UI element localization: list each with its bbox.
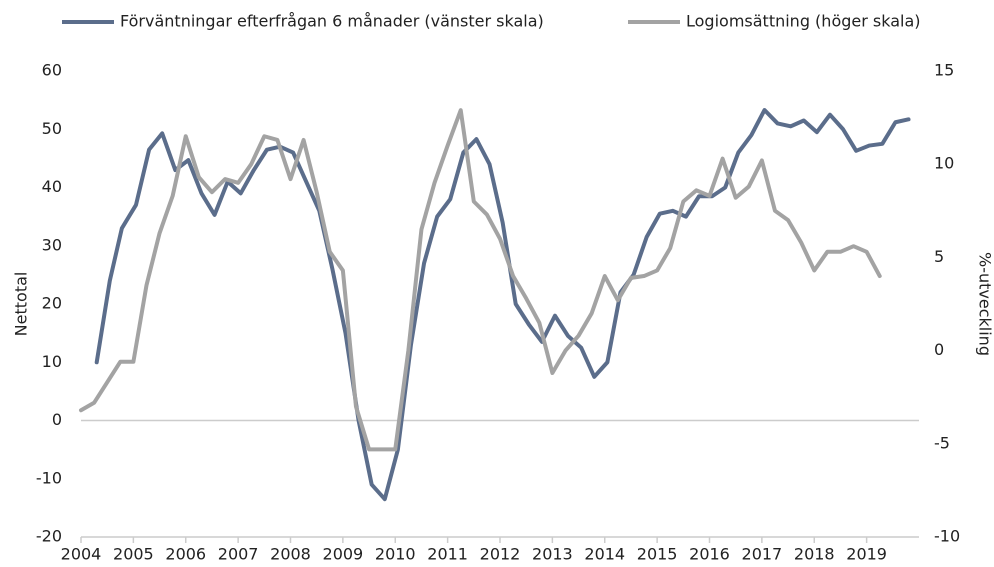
legend-label: Förväntningar efterfrågan 6 månader (vän…	[120, 12, 544, 31]
y2-tick-label: -10	[934, 527, 960, 546]
y-tick-label: -20	[36, 527, 62, 546]
x-tick-label: 2013	[532, 545, 573, 564]
y2-tick-label: 0	[934, 340, 944, 359]
x-tick-label: 2009	[323, 545, 364, 564]
y2-tick-label: 10	[934, 154, 954, 173]
y-tick-label: 10	[42, 352, 62, 371]
y2-tick-label: -5	[934, 433, 950, 452]
series-line	[94, 108, 911, 502]
y-tick-label: 0	[52, 410, 62, 429]
x-tick-label: 2014	[584, 545, 625, 564]
x-tick-label: 2008	[270, 545, 311, 564]
x-tick-label: 2018	[794, 545, 835, 564]
y-axis-label: Nettotal	[12, 272, 31, 337]
y-tick-label: 40	[42, 177, 62, 196]
x-tick-label: 2005	[113, 545, 154, 564]
y2-axis-label: %-utveckling	[976, 252, 994, 356]
x-tick-label: 2017	[742, 545, 783, 564]
x-tick-label: 2006	[165, 545, 206, 564]
y-tick-label: -10	[36, 468, 62, 487]
x-tick-label: 2004	[61, 545, 102, 564]
y2-tick-label: 5	[934, 247, 944, 266]
x-tick-label: 2010	[375, 545, 416, 564]
x-tick-label: 2016	[689, 545, 730, 564]
y-tick-label: 50	[42, 119, 62, 138]
x-tick-label: 2011	[427, 545, 468, 564]
x-tick-label: 2012	[480, 545, 521, 564]
x-tick-label: 2015	[637, 545, 678, 564]
y2-tick-label: 15	[934, 61, 954, 80]
legend-label: Logiomsättning (höger skala)	[686, 12, 921, 31]
series-line	[79, 108, 882, 452]
y-tick-label: 30	[42, 235, 62, 254]
x-tick-label: 2007	[218, 545, 259, 564]
x-tick-label: 2019	[846, 545, 887, 564]
y-tick-label: 20	[42, 294, 62, 313]
y-tick-label: 60	[42, 61, 62, 80]
